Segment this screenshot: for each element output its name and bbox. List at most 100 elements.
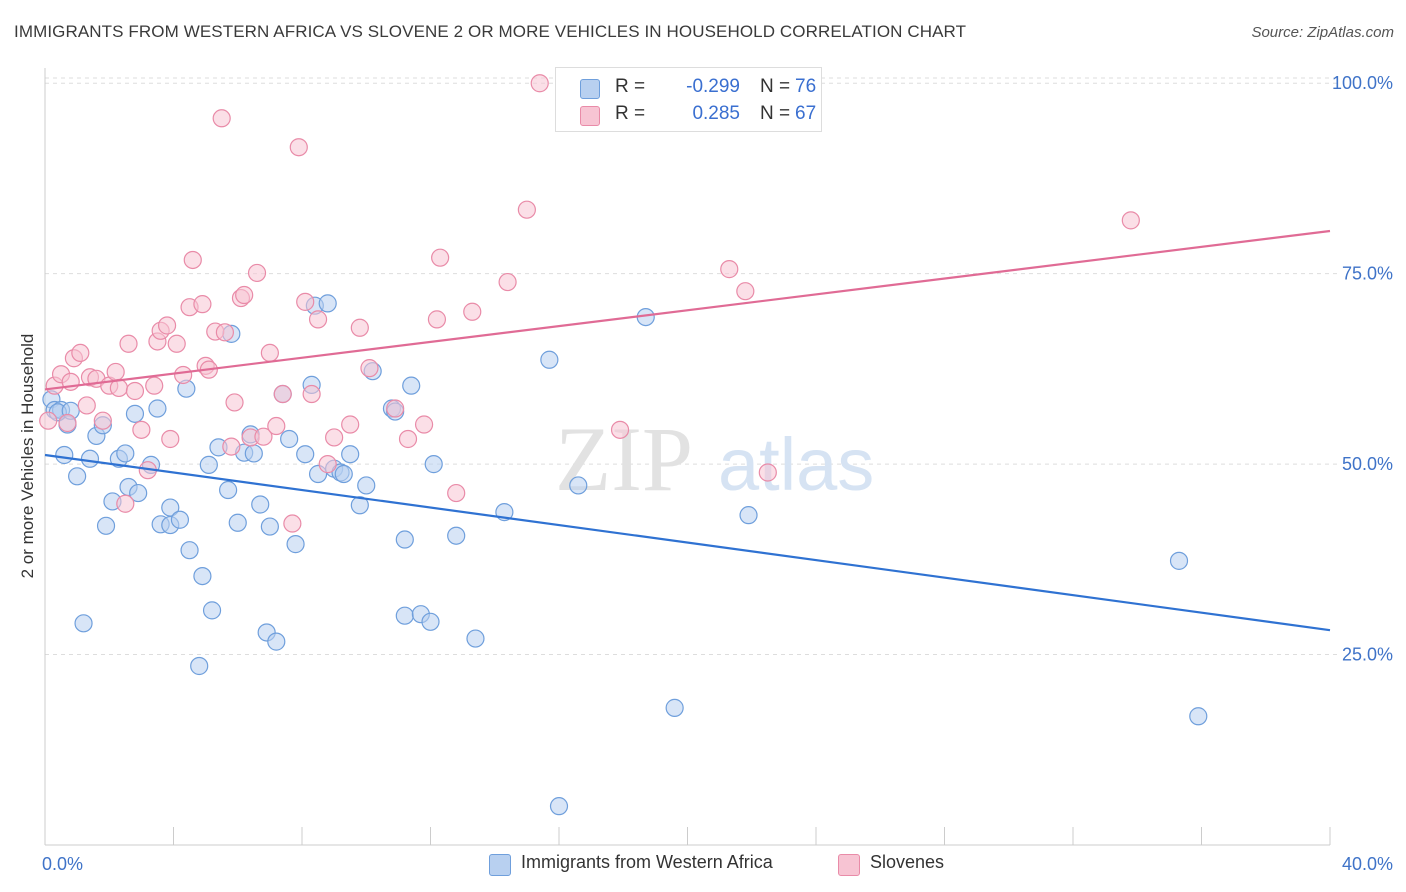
- slovene-point: [296, 292, 315, 311]
- slovene-point: [386, 399, 405, 418]
- slovene-point: [247, 263, 267, 283]
- slovene-point: [183, 250, 202, 270]
- legend-r-label: R =: [615, 103, 646, 124]
- slovene-point: [283, 514, 302, 533]
- legend-n-label: N =: [760, 76, 791, 97]
- western-africa-point: [80, 449, 100, 468]
- watermark-atlas: atlas: [718, 423, 874, 506]
- legend-r-label: R =: [615, 76, 646, 97]
- western-africa-point: [244, 444, 263, 463]
- western-africa-point: [280, 429, 299, 449]
- slovene-point: [736, 282, 755, 301]
- legend-n-value: 67: [795, 103, 817, 124]
- y-tick-labels: 25.0% 50.0% 75.0% 100.0%: [1332, 73, 1393, 664]
- slovene-point: [720, 260, 739, 279]
- y-tick-label: 100.0%: [1332, 73, 1393, 93]
- western-africa-point: [318, 294, 337, 313]
- western-africa-point: [199, 455, 218, 474]
- slovene-point: [58, 413, 77, 433]
- slovene-point: [530, 74, 549, 93]
- western-africa-point: [350, 496, 369, 515]
- slovene-point: [431, 248, 450, 267]
- slovene-point: [289, 138, 308, 157]
- slovene-point: [167, 334, 186, 353]
- western-africa-point: [260, 517, 279, 536]
- western-africa-point: [125, 404, 145, 423]
- x-tick-label: 40.0%: [1342, 854, 1393, 874]
- legend-n-value: 76: [795, 76, 817, 97]
- slovene-point: [414, 415, 434, 434]
- western-africa-point: [1169, 551, 1189, 570]
- western-africa-point: [296, 445, 315, 464]
- western-africa-point: [549, 797, 569, 816]
- slovene-point: [360, 359, 379, 378]
- slovene-point: [93, 411, 112, 430]
- slovene-point: [308, 310, 328, 329]
- western-africa-point: [202, 601, 222, 620]
- slovene-point: [325, 428, 344, 447]
- slovene-point: [77, 396, 96, 415]
- legend-swatch-blue: [489, 854, 511, 876]
- western-africa-point: [170, 510, 190, 529]
- slovene-point: [610, 420, 630, 439]
- legend-r-value: -0.299: [686, 76, 740, 97]
- slovene-point: [254, 427, 273, 446]
- source-label: Source: ZipAtlas.com: [1251, 24, 1394, 41]
- slovene-point: [463, 302, 482, 321]
- western-africa-point: [424, 455, 443, 474]
- slovene-point: [132, 420, 151, 439]
- slovene-point: [125, 381, 145, 401]
- legend-r-value: 0.285: [692, 103, 740, 124]
- western-africa-point: [540, 350, 559, 369]
- slovene-point: [427, 310, 447, 329]
- slovene-point: [161, 429, 180, 449]
- western-africa-point: [569, 476, 588, 495]
- western-africa-point: [421, 612, 440, 631]
- slovene-point: [758, 463, 777, 482]
- western-africa-point: [74, 614, 93, 633]
- slovene-point: [341, 415, 360, 434]
- series-legend: Immigrants from Western Africa Slovenes: [0, 852, 1406, 880]
- western-africa-point: [665, 698, 684, 717]
- western-africa-point: [116, 444, 135, 463]
- x-tick-label: 0.0%: [42, 854, 83, 874]
- axes: [44, 68, 1331, 846]
- series-slovenes-points: [39, 74, 1140, 533]
- legend-swatch-blue: [580, 79, 600, 99]
- slovene-point: [350, 318, 369, 337]
- slovene-point: [212, 109, 231, 128]
- slovene-point: [119, 334, 138, 353]
- series-western-africa-points: [42, 294, 1208, 816]
- slovene-point: [157, 316, 177, 335]
- western-africa-point: [447, 526, 466, 545]
- slovene-point: [447, 483, 466, 503]
- western-africa-point: [219, 480, 238, 500]
- western-africa-point: [402, 376, 421, 395]
- western-africa-point: [96, 516, 116, 535]
- western-africa-point: [1189, 707, 1208, 726]
- slovene-point: [174, 365, 193, 385]
- y-tick-label: 50.0%: [1342, 454, 1393, 474]
- slovene-point: [1121, 211, 1140, 230]
- western-africa-point: [68, 467, 87, 486]
- western-africa-point: [739, 506, 758, 525]
- slovene-point: [260, 343, 279, 362]
- slovene-point: [517, 200, 536, 219]
- legend-label: Immigrants from Western Africa: [521, 852, 773, 872]
- slovene-point: [273, 384, 292, 404]
- western-africa-point: [466, 629, 485, 648]
- slovene-point: [235, 285, 254, 305]
- western-africa-point: [251, 495, 270, 514]
- western-africa-point: [129, 483, 148, 503]
- slovene-point: [498, 272, 517, 292]
- zipatlas-watermark: ZIP atlas: [555, 408, 874, 510]
- slovene-point: [318, 455, 337, 474]
- slovene-point: [106, 362, 125, 382]
- slovene-point: [71, 343, 90, 362]
- slovene-point: [302, 384, 321, 404]
- slovene-point: [116, 494, 135, 513]
- western-africa-point: [228, 513, 247, 532]
- slovene-point: [39, 411, 58, 430]
- legend-label: Slovenes: [870, 852, 945, 872]
- trend-lines: [44, 229, 1331, 632]
